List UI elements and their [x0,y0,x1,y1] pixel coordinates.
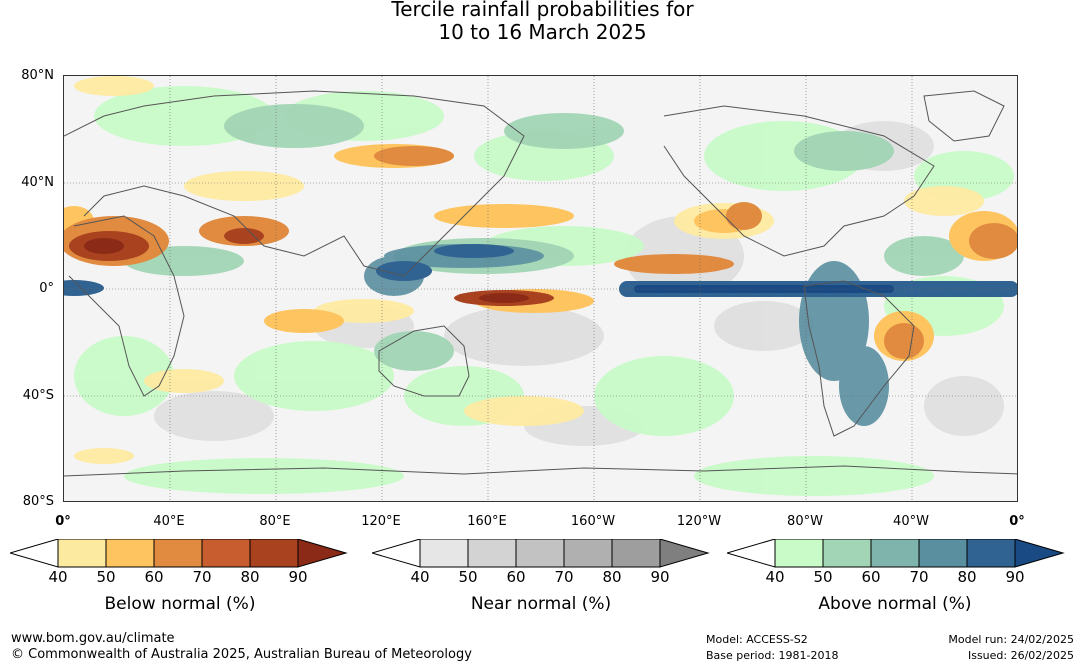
above-tick-60: 60 [861,568,881,586]
below-swatch-0 [10,539,59,568]
above-normal-medium-regions [124,104,964,371]
near-tick-70: 70 [554,568,574,586]
above-tick-90: 90 [1005,568,1025,586]
near-tick-90: 90 [650,568,670,586]
rainfall-probability-map [63,75,1018,502]
near-swatch-6 [659,539,710,568]
below-tick-90: 90 [288,568,308,586]
above-tick-70: 70 [909,568,929,586]
below-swatch-1 [57,539,107,568]
colorbar-above-normal [727,539,1065,568]
above-swatch-5 [966,539,1016,568]
above-swatch-6 [1014,539,1065,568]
below-swatch-6 [297,539,348,568]
lon-label-40w: 40°W [893,514,929,529]
near-swatch-5 [611,539,661,568]
footer-base-period: Base period: 1981-2018 [706,649,839,662]
near-swatch-3 [515,539,565,568]
map-title-line1: Tercile rainfall probabilities for [391,0,694,21]
near-normal-title: Near normal (%) [470,594,612,614]
above-normal-title: Above normal (%) [818,594,972,614]
coastlines [64,90,1017,477]
above-tick-50: 50 [813,568,833,586]
lat-label-80n: 80°N [21,68,54,83]
near-swatch-4 [563,539,613,568]
near-tick-50: 50 [458,568,478,586]
lon-label-120e: 120°E [361,514,401,529]
below-tick-50: 50 [96,568,116,586]
below-tick-40: 40 [48,568,68,586]
above-swatch-0 [727,539,776,568]
graticule [64,76,1017,501]
lat-label-80s: 80°S [22,494,54,509]
below-normal-title: Below normal (%) [104,594,256,614]
above-tick-80: 80 [957,568,977,586]
above-swatch-4 [918,539,968,568]
lat-label-40s: 40°S [22,388,54,403]
lon-label-80e: 80°E [259,514,291,529]
above-tick-40: 40 [765,568,785,586]
above-swatch-1 [774,539,824,568]
lon-label-160w: 160°W [570,514,616,529]
near-tick-40: 40 [410,568,430,586]
footer-issued: Issued: 26/02/2025 [967,649,1074,662]
map-canvas [64,76,1017,501]
colorbar-below-normal [10,539,348,568]
near-tick-60: 60 [506,568,526,586]
lat-label-40n: 40°N [21,175,54,190]
near-swatch-2 [467,539,517,568]
near-swatch-0 [372,539,421,568]
below-tick-80: 80 [240,568,260,586]
lon-label-120w: 120°W [676,514,722,529]
below-tick-60: 60 [144,568,164,586]
above-swatch-3 [870,539,920,568]
lat-label-equator: 0° [39,281,54,296]
below-swatch-2 [105,539,155,568]
near-tick-80: 80 [602,568,622,586]
footer-copyright: © Commonwealth of Australia 2025, Austra… [11,647,472,662]
below-swatch-5 [249,539,299,568]
lon-label-40e: 40°E [153,514,185,529]
below-tick-70: 70 [192,568,212,586]
below-normal-extreme-regions [84,238,529,303]
lon-label-0-right: 0° [1009,514,1025,529]
footer-model-run: Model run: 24/02/2025 [948,633,1074,646]
near-swatch-1 [419,539,469,568]
above-swatch-2 [822,539,872,568]
below-swatch-3 [153,539,203,568]
map-title-line2: 10 to 16 March 2025 [438,20,647,44]
footer-website: www.bom.gov.au/climate [11,631,175,646]
above-normal-light-regions [74,86,1014,496]
colorbar-near-normal [372,539,710,568]
lon-label-160e: 160°E [467,514,507,529]
below-swatch-4 [201,539,251,568]
lon-label-80w: 80°W [787,514,823,529]
lon-label-0: 0° [55,514,71,529]
footer-model: Model: ACCESS-S2 [706,633,808,646]
